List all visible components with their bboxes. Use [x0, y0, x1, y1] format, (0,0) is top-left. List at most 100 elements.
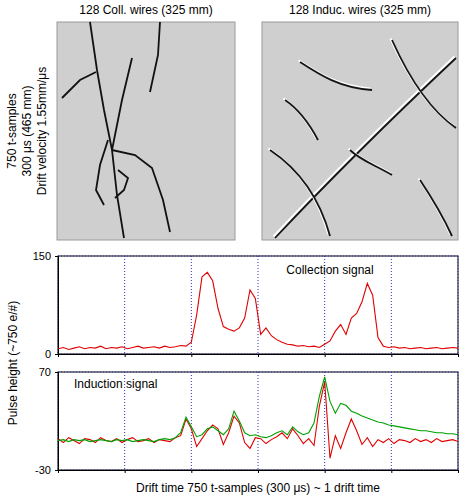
track	[90, 22, 124, 238]
x-tick	[325, 470, 326, 473]
x-tick	[58, 354, 59, 357]
track	[112, 150, 170, 232]
x-tick-mark	[325, 470, 326, 473]
x-tick-mark	[191, 354, 192, 357]
signal-line	[58, 377, 458, 442]
track-highlight	[284, 99, 317, 139]
image-axis-label: 300 μs (465 mm)	[20, 86, 34, 177]
track	[300, 62, 372, 90]
event-image	[262, 22, 458, 240]
grid-line-x	[458, 372, 459, 470]
grid-line-x	[191, 372, 192, 470]
y-tick: 0	[45, 348, 58, 360]
x-tick	[191, 470, 192, 473]
figure: 128 Coll. wires (325 mm) 128 Induc. wires…	[0, 0, 468, 502]
x-tick-mark	[258, 470, 259, 473]
grid-line-x	[391, 372, 392, 470]
x-tick	[125, 354, 126, 357]
y-tick-label: 150	[33, 250, 51, 262]
signal-line	[58, 272, 458, 349]
signal-line	[58, 382, 458, 458]
event-panel	[57, 22, 235, 240]
x-axis-line	[59, 355, 459, 358]
grid-line-y	[58, 372, 458, 373]
x-tick-mark	[191, 470, 192, 473]
signal-plot: 0 150	[33, 250, 459, 360]
x-tick-mark	[58, 470, 59, 473]
track	[112, 58, 132, 150]
x-axis-title: Drift time 750 t-samples (300 μs) ~ 1 dr…	[136, 481, 380, 495]
x-tick	[458, 354, 459, 357]
track-highlight	[419, 179, 451, 235]
image-axis-label: Drift velocity 1.55mm/μs	[35, 67, 49, 195]
track	[62, 72, 96, 98]
y-tick-label: -30	[35, 464, 51, 476]
x-tick	[325, 354, 326, 357]
series-group	[58, 272, 458, 349]
x-tick	[125, 470, 126, 473]
track-highlight	[391, 39, 455, 127]
y-tick: 150	[33, 250, 58, 262]
track	[350, 150, 392, 175]
y-tick-label: 70	[39, 366, 51, 378]
track	[115, 170, 128, 198]
plot-annotation: Collection signal	[286, 263, 373, 277]
x-axis	[59, 470, 459, 473]
track	[392, 40, 456, 128]
y-tick: -30	[35, 464, 58, 476]
x-axis	[59, 354, 459, 357]
y-axis-line	[55, 373, 59, 471]
y-axis-line	[55, 257, 59, 355]
x-tick	[258, 470, 259, 473]
x-tick-mark	[391, 354, 392, 357]
x-tick	[258, 354, 259, 357]
image-axis-label: 750 t-samples	[5, 93, 19, 168]
panel-title: 128 Coll. wires (325 mm)	[79, 3, 212, 17]
y-tick-mark	[55, 372, 58, 373]
y-tick-label: 0	[45, 348, 51, 360]
x-tick	[191, 354, 192, 357]
y-tick-mark	[55, 354, 58, 355]
event-panel	[262, 22, 458, 240]
grid-line-x	[458, 256, 459, 354]
grid-line-x	[258, 372, 259, 470]
track-highlight	[299, 61, 371, 89]
y-tick: 70	[39, 366, 58, 378]
track	[270, 150, 330, 236]
x-tick-mark	[125, 354, 126, 357]
plot-annotation: Induction signal	[74, 377, 157, 391]
plot-frame	[58, 256, 458, 354]
track	[275, 58, 456, 238]
y-axis: 0 150	[33, 250, 59, 360]
x-tick-mark	[125, 470, 126, 473]
y-axis: -30 70	[35, 366, 58, 476]
grid-line-x	[391, 256, 392, 354]
grid-line-x	[258, 256, 259, 354]
x-axis-line	[59, 471, 459, 474]
track	[285, 100, 318, 140]
panel-title: 128 Induc. wires (325 mm)	[289, 3, 431, 17]
x-tick-mark	[391, 470, 392, 473]
y-tick-mark	[55, 256, 58, 257]
track-highlight	[269, 149, 329, 235]
grid-line-x	[124, 256, 125, 354]
track	[420, 180, 452, 236]
x-tick	[458, 470, 459, 473]
track	[96, 140, 108, 205]
grid-line-y	[58, 256, 458, 257]
x-tick-mark	[325, 354, 326, 357]
y-tick-mark	[55, 470, 58, 471]
x-tick-mark	[458, 354, 459, 357]
x-tick	[391, 470, 392, 473]
x-tick	[391, 354, 392, 357]
series-group	[58, 377, 458, 458]
track	[150, 22, 160, 92]
x-tick-mark	[458, 470, 459, 473]
plot-frame	[58, 372, 458, 470]
event-image	[57, 22, 235, 240]
signal-plot: -30 70	[35, 366, 458, 476]
x-tick-mark	[58, 354, 59, 357]
x-tick-mark	[258, 354, 259, 357]
x-tick	[58, 470, 59, 473]
y-axis-title: Pulse height (~750 e/#)	[6, 301, 20, 425]
